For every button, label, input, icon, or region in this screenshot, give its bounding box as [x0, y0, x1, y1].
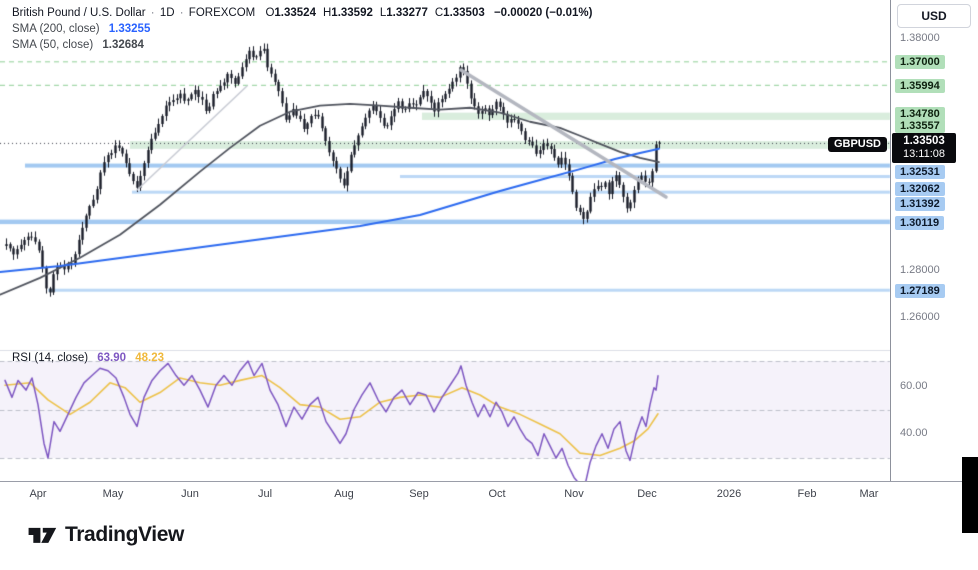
rsi-legend-row[interactable]: RSI (14, close) 63.90 48.23 — [12, 352, 164, 364]
time-axis-label: Jun — [181, 488, 199, 500]
chart-legend: British Pound / U.S. Dollar · 1D · FOREX… — [12, 5, 592, 53]
price-level-label: 1.32062 — [895, 182, 945, 196]
symbol-title[interactable]: British Pound / U.S. Dollar — [12, 7, 146, 19]
sma50-legend-row[interactable]: SMA (50, close) 1.32684 — [12, 37, 592, 53]
ohlc-value: 1.33277 — [386, 7, 428, 19]
time-axis-label: Sep — [409, 488, 429, 500]
price-scale[interactable]: USD 1.38000 1.37000 1.35994 1.34780 1.33557 1… — [890, 0, 978, 506]
axis-tick-label: 1.28000 — [900, 264, 940, 276]
time-axis-label: Aug — [334, 488, 354, 500]
corner-overlay-box — [962, 457, 978, 533]
ohlc-values: O1.33524 H1.33592 L1.33277 C1.33503 — [258, 7, 484, 19]
ohlc-item: H1.33592 — [316, 7, 373, 19]
pane-divider[interactable] — [0, 350, 890, 351]
price-level-label: 1.33557 — [895, 119, 945, 133]
price-level-label: 1.32531 — [895, 165, 945, 179]
time-axis-label: Nov — [564, 488, 584, 500]
time-axis-label: Jul — [257, 488, 273, 500]
price-level-label: 1.34780 — [895, 107, 945, 121]
tradingview-logo-icon — [27, 522, 57, 548]
ohlc-item: O1.33524 — [258, 7, 316, 19]
ohlc-item: C1.33503 — [428, 7, 485, 19]
ohlc-item: L1.33277 — [373, 7, 428, 19]
rsi-name[interactable]: RSI (14, close) — [12, 352, 89, 364]
sma50-value: 1.32684 — [102, 39, 144, 51]
time-axis-label: Oct — [488, 488, 506, 500]
currency-toggle-button[interactable]: USD — [897, 4, 971, 28]
exchange-label: FOREXCOM — [188, 7, 256, 19]
price-level-label: 1.30119 — [895, 216, 945, 230]
last-price-value: 1.33503 — [903, 135, 945, 147]
ohlc-key: O — [265, 7, 275, 19]
time-axis-label: Apr — [29, 488, 47, 500]
axis-tick-label: 40.00 — [900, 427, 928, 439]
symbol-price-flag: GBPUSD — [827, 137, 887, 152]
tradingview-logo[interactable]: TradingView — [27, 522, 184, 548]
axis-tick-label: 60.00 — [900, 380, 928, 392]
time-axis[interactable]: Apr May Jun Jul Aug Sep Oct Nov Dec 2026 Feb Mar — [0, 481, 978, 507]
time-axis-label: Feb — [797, 488, 817, 500]
ohlc-value: 1.33592 — [331, 7, 373, 19]
axis-tick-label: 1.38000 — [900, 32, 940, 44]
price-level-label: 1.37000 — [895, 55, 945, 69]
price-chart-canvas[interactable] — [0, 0, 978, 506]
change-value: −0.00020 (−0.01%) — [493, 7, 593, 19]
tradingview-logo-text: TradingView — [65, 523, 184, 546]
time-axis-label: Mar — [859, 488, 879, 500]
sma200-value: 1.33255 — [108, 23, 151, 35]
price-level-label: 1.27189 — [895, 284, 945, 298]
legend-separator: · — [179, 7, 184, 19]
sma50-name[interactable]: SMA (50, close) — [12, 39, 94, 51]
time-axis-label: Dec — [637, 488, 657, 500]
rsi-value: 63.90 — [97, 352, 127, 364]
price-level-label: 1.35994 — [895, 79, 945, 93]
axis-tick-label: 1.26000 — [900, 311, 940, 323]
ohlc-value: 1.33524 — [274, 7, 316, 19]
ohlc-value: 1.33503 — [443, 7, 485, 19]
last-price-label: 1.33503 13:11:08 — [892, 133, 956, 163]
time-axis-label: May — [102, 488, 124, 500]
ohlc-key: L — [379, 7, 387, 19]
ohlc-key: H — [322, 7, 332, 19]
bar-countdown: 13:11:08 — [902, 148, 945, 160]
symbol-legend-row[interactable]: British Pound / U.S. Dollar · 1D · FOREX… — [12, 5, 592, 21]
interval-label[interactable]: 1D — [159, 7, 175, 19]
time-axis-label: 2026 — [716, 488, 742, 500]
rsi-ma-value: 48.23 — [135, 352, 165, 364]
sma200-legend-row[interactable]: SMA (200, close) 1.33255 — [12, 21, 592, 37]
legend-separator: · — [150, 7, 155, 19]
price-level-label: 1.31392 — [895, 197, 945, 211]
ohlc-key: C — [434, 7, 444, 19]
sma200-name[interactable]: SMA (200, close) — [12, 23, 100, 35]
